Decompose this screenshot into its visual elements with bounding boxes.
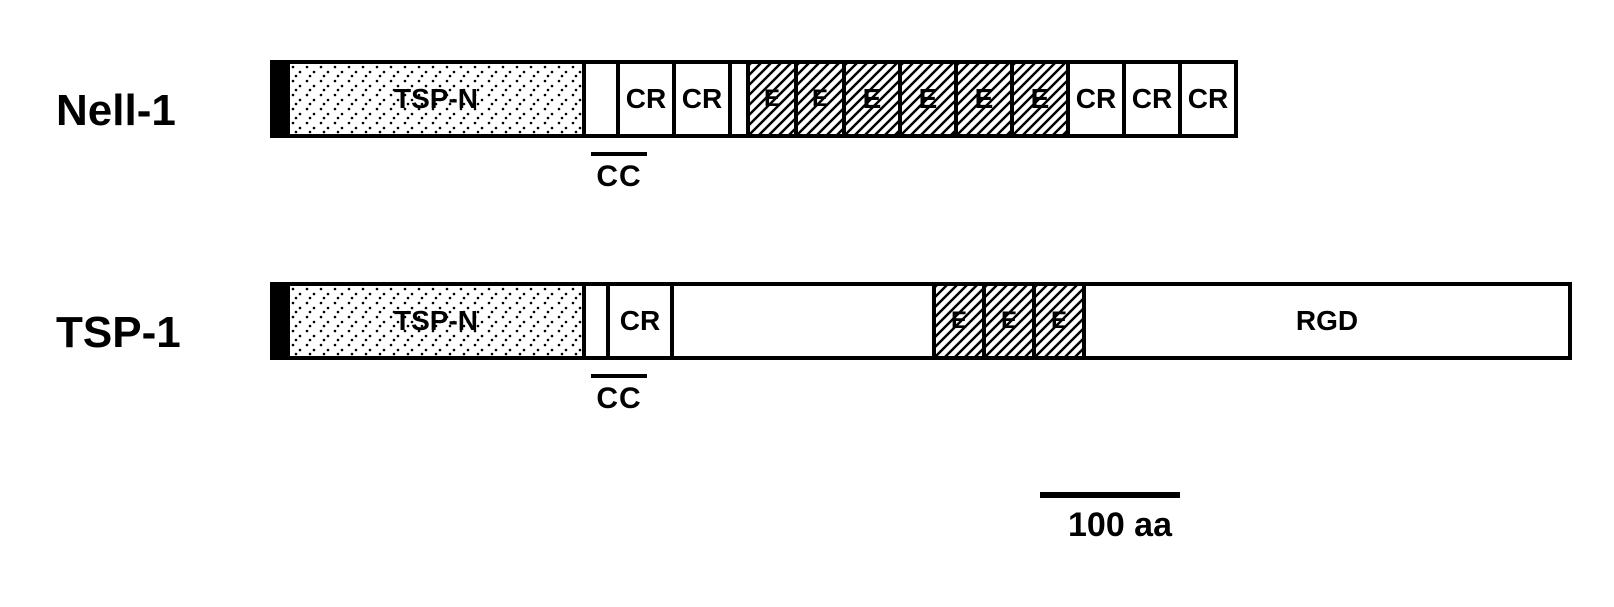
nell1-domain-cr5: CR xyxy=(1182,60,1238,138)
scale-bar-line xyxy=(1040,492,1180,498)
scale-bar-text: 100 aa xyxy=(1040,506,1200,545)
nell1-domain-e4-label: E xyxy=(919,83,938,115)
nell1-domain-tsp-n: TSP-N xyxy=(290,60,586,138)
tsp1-domain-e1-label: E xyxy=(951,307,967,335)
nell1-domain-cr1-label: CR xyxy=(626,83,666,115)
nell1-domain-e2: E xyxy=(798,60,846,138)
scale-bar: 100 aa xyxy=(1040,492,1200,545)
tsp1-label: TSP-1 xyxy=(56,308,181,358)
nell1-cc-mark: CC xyxy=(586,152,652,194)
tsp1-domain-rgd: RGD xyxy=(1086,282,1572,360)
tsp1-domain-tsp-n-label: TSP-N xyxy=(394,305,478,337)
nell1-cc-bar xyxy=(591,152,647,156)
tsp1-domain-tsp-n: TSP-N xyxy=(290,282,586,360)
tsp1-cc-bar xyxy=(591,374,647,378)
nell1-domain-cr4-label: CR xyxy=(1132,83,1172,115)
tsp1-domain-e2-label: E xyxy=(1001,307,1017,335)
tsp1-domain-e2: E xyxy=(986,282,1036,360)
nell1-domain-cr4: CR xyxy=(1126,60,1182,138)
tsp1-domain-row: TSP-N CR E E E RGD xyxy=(270,282,1572,360)
nell1-domain-e2-label: E xyxy=(812,85,828,113)
nell1-domain-e6: E xyxy=(1014,60,1070,138)
nell1-domain-e3-label: E xyxy=(863,83,882,115)
nell1-domain-cr2: CR xyxy=(676,60,732,138)
nell1-domain-spacer2 xyxy=(732,60,750,138)
nell1-domain-cr2-label: CR xyxy=(682,83,722,115)
tsp1-cc-mark: CC xyxy=(586,374,652,416)
tsp1-domain-cr1-label: CR xyxy=(620,305,660,337)
tsp1-domain-e3: E xyxy=(1036,282,1086,360)
tsp1-domain-spacer1 xyxy=(586,282,610,360)
nell1-domain-e1: E xyxy=(750,60,798,138)
nell1-label: Nell-1 xyxy=(56,86,176,136)
nell1-domain-e5-label: E xyxy=(975,83,994,115)
tsp1-cc-text: CC xyxy=(586,382,652,416)
nell1-domain-cr5-label: CR xyxy=(1188,83,1228,115)
nell1-domain-e1-label: E xyxy=(764,85,780,113)
tsp1-domain-rgd-label: RGD xyxy=(1296,305,1358,337)
tsp1-domain-gap1 xyxy=(674,282,936,360)
tsp1-domain-signal xyxy=(270,282,290,360)
nell1-domain-e3: E xyxy=(846,60,902,138)
nell1-domain-signal xyxy=(270,60,290,138)
tsp1-domain-e3-label: E xyxy=(1051,307,1067,335)
nell1-domain-cr3-label: CR xyxy=(1076,83,1116,115)
nell1-domain-tsp-n-label: TSP-N xyxy=(394,83,478,115)
nell1-domain-cr3: CR xyxy=(1070,60,1126,138)
nell1-domain-e5: E xyxy=(958,60,1014,138)
tsp1-domain-cr1: CR xyxy=(610,282,674,360)
nell1-domain-cr1: CR xyxy=(620,60,676,138)
tsp1-domain-e1: E xyxy=(936,282,986,360)
nell1-domain-e4: E xyxy=(902,60,958,138)
nell1-cc-text: CC xyxy=(586,160,652,194)
nell1-domain-spacer1 xyxy=(586,60,620,138)
nell1-domain-row: TSP-N CR CR E E E E E E CR CR CR xyxy=(270,60,1238,138)
nell1-domain-e6-label: E xyxy=(1031,83,1050,115)
